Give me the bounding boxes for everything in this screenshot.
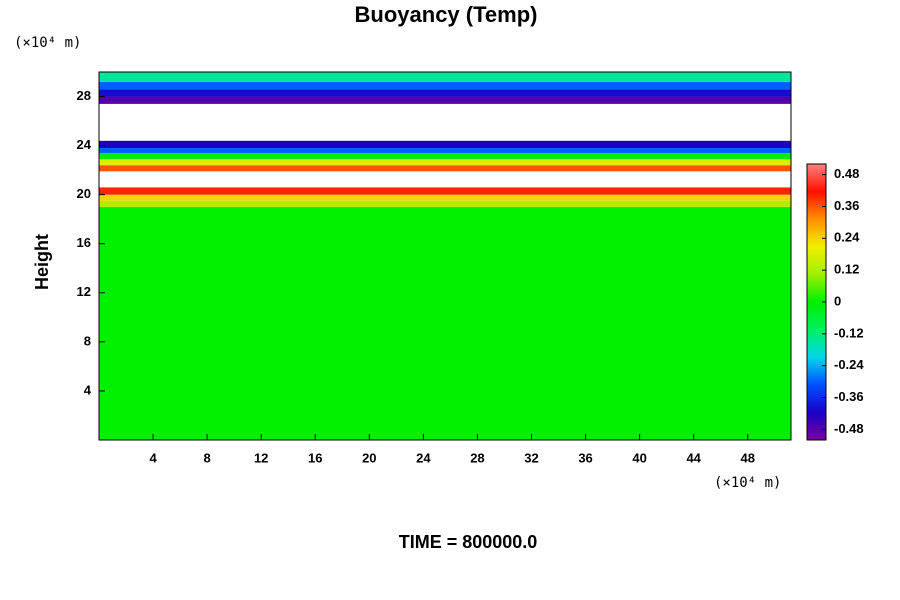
y-tick-label: 24 xyxy=(77,137,92,152)
y-tick-label: 12 xyxy=(77,284,91,299)
plot-frame xyxy=(98,71,792,441)
field-band xyxy=(99,89,791,97)
x-tick-label: 16 xyxy=(308,450,322,465)
footer-time: TIME = 800000.0 xyxy=(399,532,538,552)
colorbar-tick-label: 0.48 xyxy=(834,166,859,181)
field-band xyxy=(99,159,791,166)
y-axis-label: Height xyxy=(32,234,52,290)
x-tick-label: 12 xyxy=(254,450,268,465)
field-band xyxy=(99,165,791,172)
y-tick-label: 4 xyxy=(84,382,92,397)
colorbar-tick-label: -0.24 xyxy=(834,357,864,372)
field-band xyxy=(99,140,791,149)
x-tick-label: 24 xyxy=(416,450,431,465)
colorbar-tick-label: -0.36 xyxy=(834,389,864,404)
x-tick-label: 36 xyxy=(578,450,592,465)
x-tick-label: 40 xyxy=(632,450,646,465)
colorbar-tick-label: 0.12 xyxy=(834,262,859,277)
field-band xyxy=(99,148,791,153)
y-tick-label: 8 xyxy=(84,333,91,348)
x-unit: (×10⁴ m) xyxy=(714,475,781,491)
field-band xyxy=(99,81,791,90)
chart-title: Buoyancy (Temp) xyxy=(355,2,538,27)
y-tick-label: 16 xyxy=(77,235,91,250)
x-tick-label: 4 xyxy=(149,450,157,465)
field-band xyxy=(99,72,791,82)
y-tick-label: 20 xyxy=(77,186,91,201)
colorbar-tick-label: -0.12 xyxy=(834,325,864,340)
field-band xyxy=(99,187,791,195)
y-unit: (×10⁴ m) xyxy=(14,35,81,51)
field-band xyxy=(99,194,791,201)
x-tick-label: 20 xyxy=(362,450,376,465)
field-band xyxy=(99,206,791,440)
field-band xyxy=(99,200,791,207)
y-tick-label: 28 xyxy=(77,88,91,103)
field-band xyxy=(99,103,791,141)
x-tick-label: 28 xyxy=(470,450,484,465)
x-tick-label: 44 xyxy=(686,450,701,465)
colorbar-tick-label: 0.24 xyxy=(834,230,860,245)
colorbar-tick-label: 0 xyxy=(834,293,841,308)
x-tick-label: 32 xyxy=(524,450,538,465)
colorbar-tick-label: 0.36 xyxy=(834,198,859,213)
field-band xyxy=(99,96,791,104)
x-tick-label: 8 xyxy=(204,450,211,465)
field-band xyxy=(99,152,791,160)
colorbar-tick-label: -0.48 xyxy=(834,421,864,436)
field-band xyxy=(99,171,791,188)
x-tick-label: 48 xyxy=(741,450,755,465)
